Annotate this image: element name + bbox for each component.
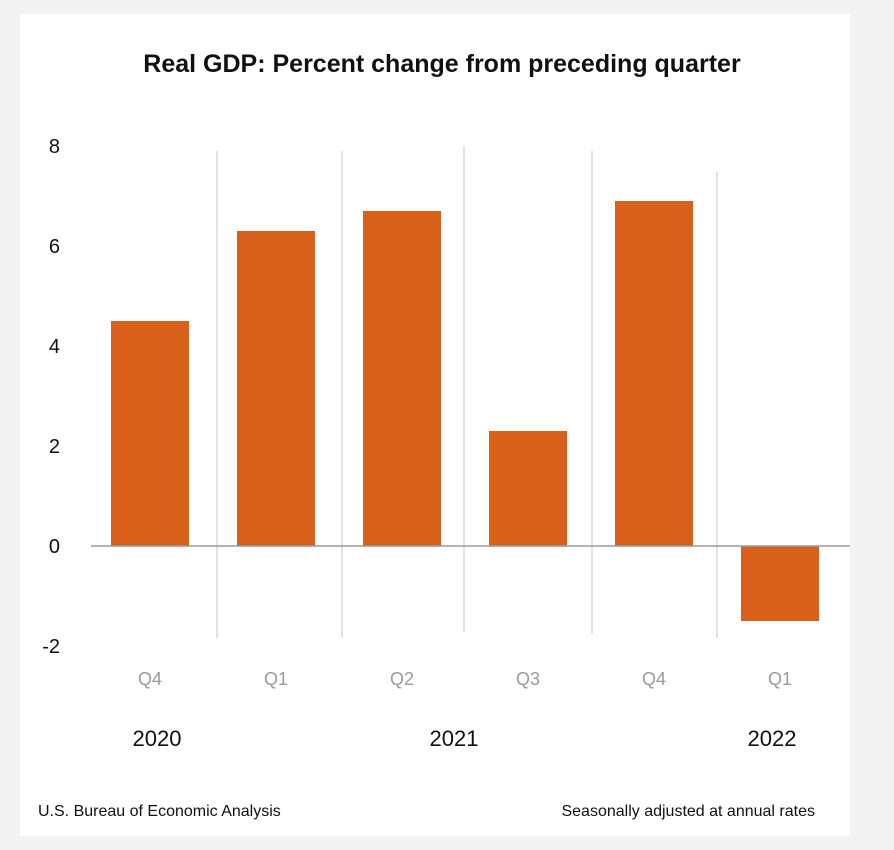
year-label-2020: 2020 [133, 726, 182, 751]
y-tick-label: 2 [49, 436, 60, 458]
bar-4 [489, 431, 567, 546]
quarter-label: Q4 [138, 669, 162, 689]
quarter-label: Q1 [768, 669, 792, 689]
source-note: U.S. Bureau of Economic Analysis [38, 803, 281, 820]
bar-6 [741, 546, 819, 621]
y-tick-label: 4 [49, 336, 60, 358]
chart-card: Real GDP: Percent change from preceding … [20, 14, 850, 836]
quarter-labels: Q4 Q1 Q2 Q3 Q4 Q1 [138, 669, 792, 689]
bars [111, 201, 819, 621]
year-label-2021: 2021 [430, 726, 479, 751]
quarter-label: Q3 [516, 669, 540, 689]
y-tick-label: 8 [49, 136, 60, 158]
bar-1 [111, 321, 189, 546]
year-separators [216, 146, 718, 638]
y-tick-label: 0 [49, 536, 60, 558]
seasonal-note: Seasonally adjusted at annual rates [561, 803, 815, 820]
y-tick-label: -2 [42, 636, 60, 658]
gdp-bar-chart: Real GDP: Percent change from preceding … [38, 50, 850, 820]
y-axis-ticks: 8 6 4 2 0 -2 [42, 136, 60, 658]
chart-title: Real GDP: Percent change from preceding … [143, 50, 741, 78]
bar-3 [363, 211, 441, 546]
y-tick-label: 6 [49, 236, 60, 258]
quarter-label: Q4 [642, 669, 666, 689]
quarter-label: Q1 [264, 669, 288, 689]
bar-2 [237, 231, 315, 546]
quarter-label: Q2 [390, 669, 414, 689]
bar-5 [615, 201, 693, 546]
year-label-2022: 2022 [748, 726, 797, 751]
